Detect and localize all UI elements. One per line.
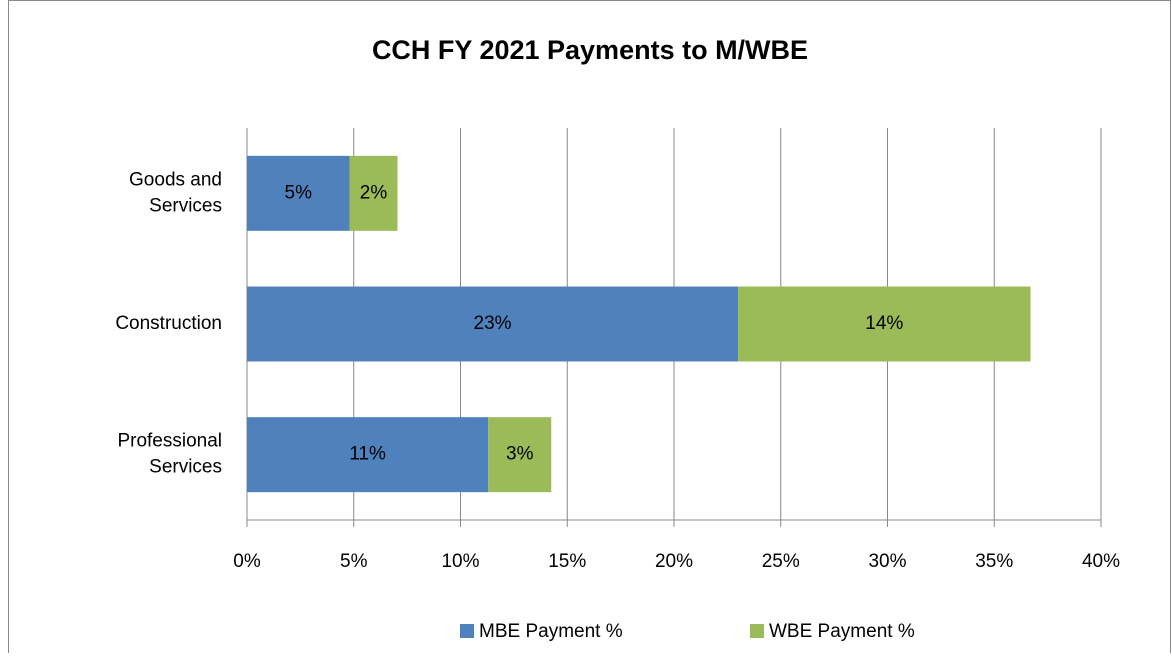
legend-swatch: [750, 624, 764, 638]
bar: [488, 417, 552, 493]
bar: [247, 417, 489, 493]
bar: [247, 155, 350, 231]
x-tick-label: 20%: [655, 551, 693, 572]
data-label: 2%: [360, 182, 388, 203]
x-tick-label: 25%: [762, 551, 800, 572]
data-label: 3%: [506, 444, 534, 465]
legend-label: MBE Payment %: [479, 621, 623, 642]
y-tick-label: Goods and Services: [129, 169, 222, 216]
x-tick-label: 30%: [868, 551, 906, 572]
bar: [349, 155, 398, 231]
data-label: 11%: [349, 444, 386, 465]
x-tick-label: 15%: [548, 551, 586, 572]
bar: [247, 286, 739, 362]
legend-label: WBE Payment %: [769, 621, 915, 642]
y-tick-label: Professional Services: [117, 431, 222, 478]
legend-swatch: [460, 624, 474, 638]
x-tick-label: 0%: [233, 551, 261, 572]
data-label: 23%: [474, 313, 512, 334]
x-tick-label: 40%: [1082, 551, 1120, 572]
data-label: 14%: [865, 313, 903, 334]
x-tick-label: 10%: [441, 551, 479, 572]
x-tick-label: 5%: [340, 551, 368, 572]
bar: [738, 286, 1031, 362]
data-label: 5%: [285, 182, 313, 203]
chart-title: CCH FY 2021 Payments to M/WBE: [372, 35, 808, 65]
x-tick-label: 35%: [975, 551, 1013, 572]
y-tick-label: Construction: [115, 313, 222, 334]
